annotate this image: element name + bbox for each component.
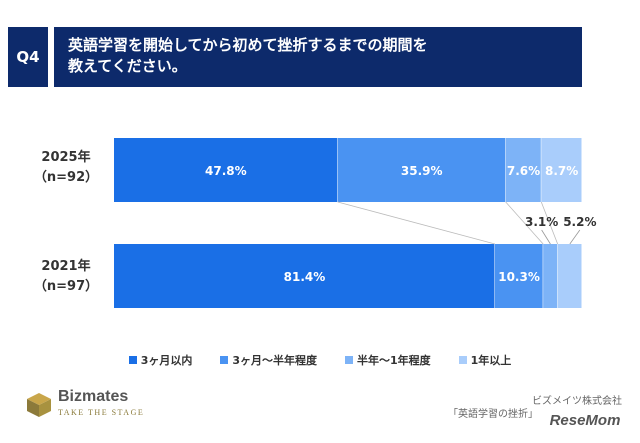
legend-label: 3ヶ月〜半年程度 <box>232 354 317 367</box>
data-label: 10.3% <box>498 270 540 284</box>
data-label: 8.7% <box>545 164 578 178</box>
bar-segment <box>494 244 543 308</box>
row-label-2021: 2021年 （n=97） <box>22 257 110 297</box>
watermark: ReseMom <box>544 408 626 432</box>
bar-segment <box>114 244 495 308</box>
legend-swatch <box>345 356 353 364</box>
source-company: ビズメイツ株式会社 <box>532 396 622 407</box>
connector-line <box>540 201 559 245</box>
legend-item: 1年以上 <box>458 352 512 368</box>
bar-segment <box>337 138 506 202</box>
legend-swatch <box>220 356 229 364</box>
legend-label: 1年以上 <box>470 354 512 367</box>
legend-swatch <box>458 356 467 364</box>
bar-segment <box>114 138 338 202</box>
stacked-bar-chart: 47.8% 35.9% 7.6% 8.7% 81.4% 10.3% 3.1% 5.2% <box>114 138 596 308</box>
brand-tagline: TAKE THE STAGE <box>58 408 145 417</box>
question-title: 英語学習を開始してから初めて挫折するまでの期間を 教えてください。 <box>54 27 582 87</box>
question-number-box: Q4 <box>8 27 48 87</box>
data-label: 81.4% <box>284 270 326 284</box>
question-number: Q4 <box>16 48 40 66</box>
cube-logo-icon <box>27 393 51 417</box>
row-label-2025: 2025年 （n=92） <box>22 148 110 188</box>
row-n: （n=97） <box>33 279 99 294</box>
data-label: 35.9% <box>401 164 443 178</box>
legend-item: 3ヶ月以内 <box>128 352 193 368</box>
chart-legend: 3ヶ月以内 3ヶ月〜半年程度 半年〜1年程度 1年以上 <box>0 352 640 368</box>
question-title-line1: 英語学習を開始してから初めて挫折するまでの期間を <box>68 36 428 54</box>
row-n: （n=92） <box>33 170 99 185</box>
row-year: 2021年 <box>41 259 91 274</box>
data-label: 47.8% <box>205 164 247 178</box>
row-year: 2025年 <box>41 150 91 165</box>
legend-item: 半年〜1年程度 <box>345 352 431 368</box>
data-label: 7.6% <box>507 164 540 178</box>
brand-name: Bizmates <box>58 388 129 405</box>
label-leader-line <box>569 229 581 245</box>
bar-segment <box>543 244 558 308</box>
question-title-line2: 教えてください。 <box>68 57 187 75</box>
data-label: 3.1% <box>525 215 558 229</box>
connector-line <box>505 201 544 245</box>
label-leader-line <box>541 229 551 245</box>
bizmates-logo: Bizmates TAKE THE STAGE <box>26 388 176 428</box>
connector-line <box>337 201 496 245</box>
bar-segment <box>541 138 582 202</box>
source-survey: 「英語学習の挫折」 <box>448 409 538 420</box>
legend-item: 3ヶ月〜半年程度 <box>220 352 317 368</box>
bar-segment <box>505 138 541 202</box>
legend-label: 3ヶ月以内 <box>140 354 193 367</box>
bar-segment <box>557 244 582 308</box>
data-label: 5.2% <box>563 215 596 229</box>
legend-swatch <box>128 356 137 364</box>
legend-label: 半年〜1年程度 <box>357 354 431 367</box>
